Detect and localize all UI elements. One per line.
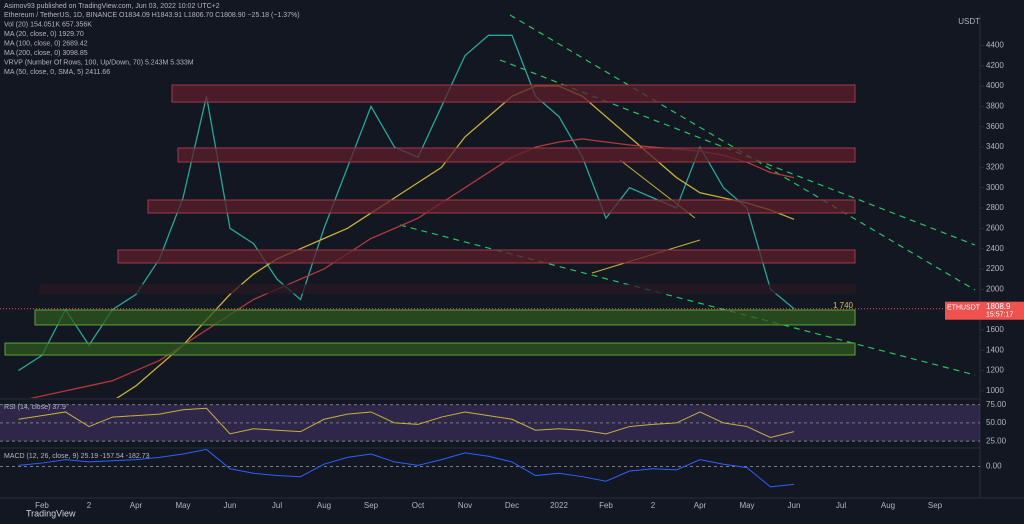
publisher: Asimov93 published on TradingView.com, J… [4,3,220,10]
x-tick-label: Jun [788,501,801,510]
legend-line: Vol (20) 154.051K 657.356K [4,21,92,28]
x-tick-label: May [739,501,754,510]
y-tick-label: 3600 [986,122,1004,131]
price-symbol: ETHUSDT [947,305,981,312]
x-tick-label: Apr [694,501,707,510]
y-tick-label: 2400 [986,244,1004,253]
y-tick-label: 3800 [986,102,1004,111]
x-tick-label: Aug [317,501,331,510]
y-tick-label: 2600 [986,223,1004,232]
macd-title: MACD (12, 26, close, 9) 25.19 -157.54 -1… [4,453,150,460]
x-tick-label: Oct [412,501,425,510]
legend-line: Ethereum / TetherUS, 1D, BINANCE O1834.0… [4,12,300,19]
x-tick-label: Sep [928,501,943,510]
y-tick-label: 25.00 [986,436,1007,445]
y-tick-label: 0.00 [986,462,1002,471]
y-tick-label: 1600 [986,325,1004,334]
legend-line: MA (200, close, 0) 3098.85 [4,50,88,57]
y-axis-title: USDT [958,17,980,26]
y-tick-label: 4000 [986,81,1004,90]
x-tick-label: 2022 [550,501,568,510]
x-tick-label: Feb [35,501,49,510]
zone [34,309,856,326]
x-tick-label: 2 [87,501,92,510]
y-tick-label: 4200 [986,61,1004,70]
zone [4,342,856,356]
x-tick-label: Aug [881,501,895,510]
legend-line: MA (50, close, 0, SMA, 5) 2411.66 [4,69,110,76]
zone [171,84,856,103]
x-tick-label: Apr [130,501,143,510]
x-tick-label: May [175,501,190,510]
y-tick-label: 75.00 [986,400,1007,409]
zone [117,249,856,264]
legend-line: MA (100, close, 0) 2689.42 [4,40,88,47]
zone [147,199,856,214]
y-tick-label: 3200 [986,162,1004,171]
y-tick-label: 1000 [986,386,1004,395]
y-tick-label: 3400 [986,142,1004,151]
rsi-band [0,404,980,442]
y-tick-label: 2200 [986,264,1004,273]
x-tick-label: Jul [836,501,846,510]
annotation: 1 740 [833,301,854,310]
y-tick-label: 50.00 [986,418,1007,427]
rsi-line [18,407,795,439]
y-tick-label: 2800 [986,203,1004,212]
legend-line: MA (20, close, 0) 1929.70 [4,31,84,38]
x-tick-label: Jun [224,501,237,510]
trendline [509,14,976,291]
price-countdown: 15:57:17 [986,312,1013,319]
zone [177,147,856,163]
legend-line: VRVP (Number Of Rows, 100, Up/Down, 70) … [4,59,194,66]
y-tick-label: 2000 [986,284,1004,293]
macd-line [18,448,795,488]
x-tick-label: Nov [458,501,472,510]
x-tick-label: 2 [651,501,656,510]
price-tag [945,301,1024,320]
y-tick-label: 3000 [986,183,1004,192]
x-tick-label: Feb [599,501,613,510]
x-tick-label: Jul [272,501,282,510]
footer-brand: TradingView [26,508,76,518]
series-line [116,85,795,398]
zone [39,284,856,294]
x-tick-label: Sep [364,501,379,510]
price-value: 1808.9 [986,302,1011,311]
y-tick-label: 4400 [986,41,1004,50]
y-tick-label: 1400 [986,345,1004,354]
x-tick-label: Dec [505,501,519,510]
y-tick-label: 1200 [986,366,1004,375]
rsi-title: RSI (14, close) 37.9 [4,404,66,411]
